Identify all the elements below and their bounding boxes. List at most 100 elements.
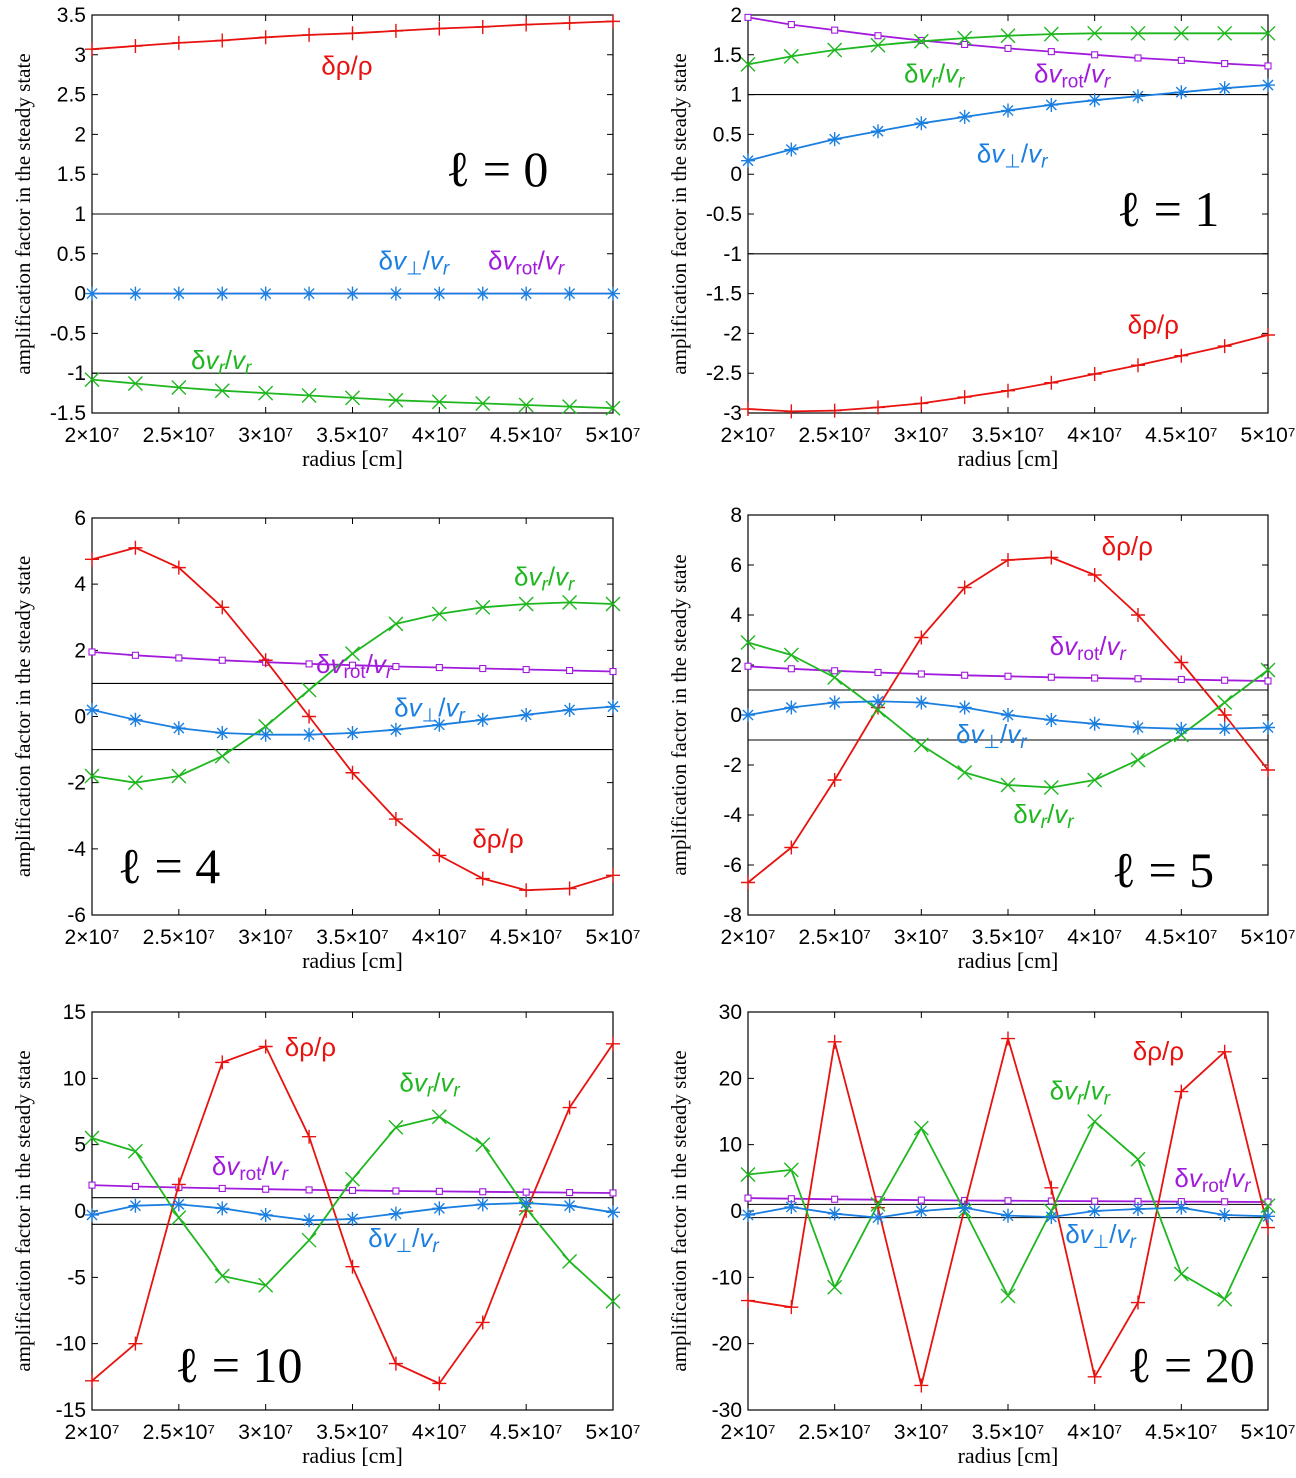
data-point-dvperp	[1217, 81, 1232, 96]
data-point-drho	[302, 27, 317, 42]
series-label-dvperp: δv⊥/vr	[394, 693, 465, 727]
x-tick-label: 3×10⁷	[238, 424, 293, 447]
data-point-dvr	[1000, 1288, 1016, 1304]
x-tick-label: 3.5×10⁷	[972, 926, 1044, 949]
data-point-drho	[784, 404, 799, 419]
data-point-dvperp	[957, 109, 972, 124]
x-axis-label: radius [cm]	[302, 1443, 403, 1468]
data-point-dvperp	[957, 1200, 972, 1215]
series-dvr	[740, 25, 1276, 72]
data-point-drho	[784, 1300, 799, 1315]
y-tick-label: 2	[74, 639, 86, 662]
data-point-dvr	[214, 748, 230, 764]
data-point-drho	[1217, 339, 1232, 354]
data-point-dvr	[783, 1162, 799, 1178]
data-point-dvr	[827, 670, 843, 685]
y-tick-label: 8	[730, 504, 742, 527]
data-point-drho	[215, 1055, 230, 1070]
y-tick-label: 2	[730, 4, 742, 27]
plot-frame	[747, 14, 1269, 414]
data-point-dvperp	[1174, 1200, 1189, 1215]
data-point-drho	[1001, 383, 1015, 398]
series-label-dvr: δvr/vr	[399, 1068, 460, 1102]
data-point-drho	[562, 15, 577, 30]
data-point-dvperp	[519, 1196, 534, 1211]
y-tick-label: 3	[74, 44, 86, 67]
data-point-dvrot	[1004, 1197, 1012, 1205]
series-label-dvrot: δvrot/vr	[316, 649, 393, 683]
y-tick-label: -20	[712, 1333, 742, 1356]
data-point-dvperp	[215, 1201, 230, 1216]
data-point-dvperp	[171, 721, 186, 736]
data-point-dvrot	[566, 666, 574, 675]
data-point-drho	[957, 580, 972, 595]
data-point-drho	[1044, 1180, 1059, 1195]
chart-panel: 30 20 10 0 -10 -20 -302×10⁷ 2.5×10⁷ 3×10⁷ 3.5×10⁷…	[667, 1001, 1295, 1468]
data-point-dvperp	[1087, 93, 1102, 108]
y-tick-label: 1.5	[57, 163, 86, 186]
data-point-dvr	[1217, 695, 1233, 710]
y-tick-label: -10	[712, 1266, 742, 1289]
data-point-dvrot	[831, 1195, 839, 1203]
y-tick-label: 5	[74, 1134, 86, 1157]
data-point-dvperp	[85, 1207, 99, 1222]
x-tick-label: 4.5×10⁷	[1145, 424, 1217, 447]
series-drho	[85, 540, 620, 898]
data-point-dvperp	[1001, 1208, 1015, 1223]
data-point-dvr	[84, 1130, 100, 1146]
data-point-dvperp	[1044, 713, 1059, 727]
data-point-dvr	[301, 1232, 317, 1248]
data-point-dvperp	[1261, 1209, 1275, 1224]
data-point-dvrot	[131, 651, 139, 659]
data-point-dvrot	[348, 661, 357, 669]
data-point-drho	[345, 765, 360, 780]
data-point-drho	[171, 1177, 186, 1192]
data-point-drho	[258, 653, 273, 668]
data-point-dvrot	[435, 1187, 443, 1195]
data-point-dvrot	[831, 667, 839, 675]
x-axis-label: radius [cm]	[302, 948, 403, 973]
y-tick-label: 6	[730, 554, 742, 577]
data-point-drho	[1044, 375, 1059, 390]
x-axis-label: radius [cm]	[958, 948, 1059, 973]
y-axis-label: amplification factor in the steady state	[667, 1050, 691, 1371]
data-point-dvrot	[131, 1182, 139, 1191]
data-point-dvr	[870, 1196, 886, 1212]
data-point-dvr	[605, 400, 621, 416]
y-tick-label: 0.5	[57, 243, 86, 266]
x-tick-label: 4.5×10⁷	[1145, 926, 1217, 949]
y-tick-label: 2	[730, 654, 742, 677]
data-point-dvrot	[1134, 54, 1142, 62]
data-point-dvr	[127, 1143, 143, 1159]
data-point-dvrot	[88, 1181, 96, 1189]
data-point-dvr	[171, 768, 187, 784]
x-tick-label: 2×10⁷	[65, 424, 120, 447]
series-label-drho: δρ/ρ	[1102, 531, 1153, 561]
x-tick-label: 4×10⁷	[1067, 1421, 1122, 1444]
data-point-dvperp	[741, 153, 755, 168]
data-point-dvperp	[562, 286, 577, 301]
data-point-dvperp	[1131, 89, 1145, 104]
data-point-dvr	[1043, 780, 1059, 795]
data-point-dvrot	[1221, 60, 1229, 68]
data-point-dvperp	[1174, 721, 1189, 736]
data-point-dvperp	[475, 1197, 490, 1212]
x-tick-label: 4×10⁷	[412, 1421, 467, 1444]
data-point-drho	[827, 1034, 842, 1049]
data-point-dvperp	[914, 695, 929, 710]
data-point-drho	[475, 1315, 490, 1330]
data-point-dvr	[518, 596, 534, 612]
data-point-dvr	[605, 596, 621, 612]
data-point-drho	[1261, 327, 1275, 342]
data-point-dvr	[1217, 1291, 1233, 1307]
data-point-dvperp	[258, 286, 273, 301]
data-point-dvr	[388, 1119, 404, 1135]
data-point-dvperp	[432, 717, 447, 732]
data-point-drho	[345, 26, 360, 41]
data-point-dvperp	[741, 708, 755, 722]
x-tick-label: 5×10⁷	[586, 926, 641, 949]
chart-panel: 2 1.5 1 0.5 0 -0.5 -1 -1.5 -2 -2.5 -32×10⁷ 2.5×10⁷ 3…	[667, 4, 1295, 471]
y-tick-label: 0.5	[713, 123, 742, 146]
data-point-dvr	[84, 768, 100, 784]
y-tick-label: -5	[67, 1266, 86, 1289]
